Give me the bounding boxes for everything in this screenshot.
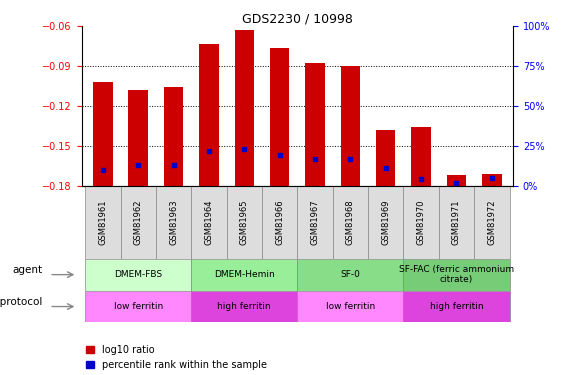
FancyBboxPatch shape: [121, 186, 156, 259]
FancyBboxPatch shape: [439, 186, 474, 259]
Text: GSM81966: GSM81966: [275, 200, 284, 245]
Text: SF-FAC (ferric ammonium
citrate): SF-FAC (ferric ammonium citrate): [399, 265, 514, 284]
Bar: [305, 63, 325, 186]
Text: GSM81968: GSM81968: [346, 200, 355, 245]
Text: low ferritin: low ferritin: [326, 302, 375, 311]
FancyBboxPatch shape: [191, 259, 297, 291]
Text: GSM81965: GSM81965: [240, 200, 249, 245]
FancyBboxPatch shape: [297, 259, 403, 291]
FancyBboxPatch shape: [156, 186, 191, 259]
Bar: [164, 87, 183, 186]
Text: low ferritin: low ferritin: [114, 302, 163, 311]
Text: agent: agent: [13, 265, 43, 275]
Text: high ferritin: high ferritin: [217, 302, 271, 311]
FancyBboxPatch shape: [85, 259, 191, 291]
FancyBboxPatch shape: [333, 186, 368, 259]
FancyBboxPatch shape: [474, 186, 510, 259]
Text: SF-0: SF-0: [340, 270, 360, 279]
FancyBboxPatch shape: [297, 291, 403, 322]
Text: GSM81972: GSM81972: [487, 200, 496, 245]
Text: DMEM-FBS: DMEM-FBS: [114, 270, 162, 279]
Text: GSM81961: GSM81961: [99, 200, 107, 245]
FancyBboxPatch shape: [262, 186, 297, 259]
FancyBboxPatch shape: [191, 186, 227, 259]
FancyBboxPatch shape: [403, 259, 510, 291]
Text: GSM81963: GSM81963: [169, 200, 178, 245]
Text: GSM81964: GSM81964: [205, 200, 213, 245]
Text: GSM81962: GSM81962: [134, 200, 143, 245]
FancyBboxPatch shape: [368, 186, 403, 259]
FancyBboxPatch shape: [85, 291, 191, 322]
Text: growth protocol: growth protocol: [0, 297, 43, 307]
Text: high ferritin: high ferritin: [430, 302, 483, 311]
Legend: log10 ratio, percentile rank within the sample: log10 ratio, percentile rank within the …: [86, 345, 267, 370]
Bar: [199, 44, 219, 186]
Text: GSM81971: GSM81971: [452, 200, 461, 245]
FancyBboxPatch shape: [297, 186, 333, 259]
Bar: [128, 90, 148, 186]
FancyBboxPatch shape: [191, 291, 297, 322]
Text: GSM81970: GSM81970: [417, 200, 426, 245]
Bar: [234, 30, 254, 186]
Text: DMEM-Hemin: DMEM-Hemin: [214, 270, 275, 279]
FancyBboxPatch shape: [85, 186, 121, 259]
Bar: [340, 66, 360, 186]
Bar: [93, 82, 113, 186]
FancyBboxPatch shape: [403, 291, 510, 322]
FancyBboxPatch shape: [227, 186, 262, 259]
FancyBboxPatch shape: [403, 186, 439, 259]
Bar: [376, 130, 395, 186]
Bar: [412, 127, 431, 186]
Text: GSM81969: GSM81969: [381, 200, 390, 245]
Bar: [270, 48, 289, 186]
Bar: [447, 175, 466, 186]
Bar: [482, 174, 501, 186]
Title: GDS2230 / 10998: GDS2230 / 10998: [242, 12, 353, 25]
Text: GSM81967: GSM81967: [311, 200, 319, 245]
